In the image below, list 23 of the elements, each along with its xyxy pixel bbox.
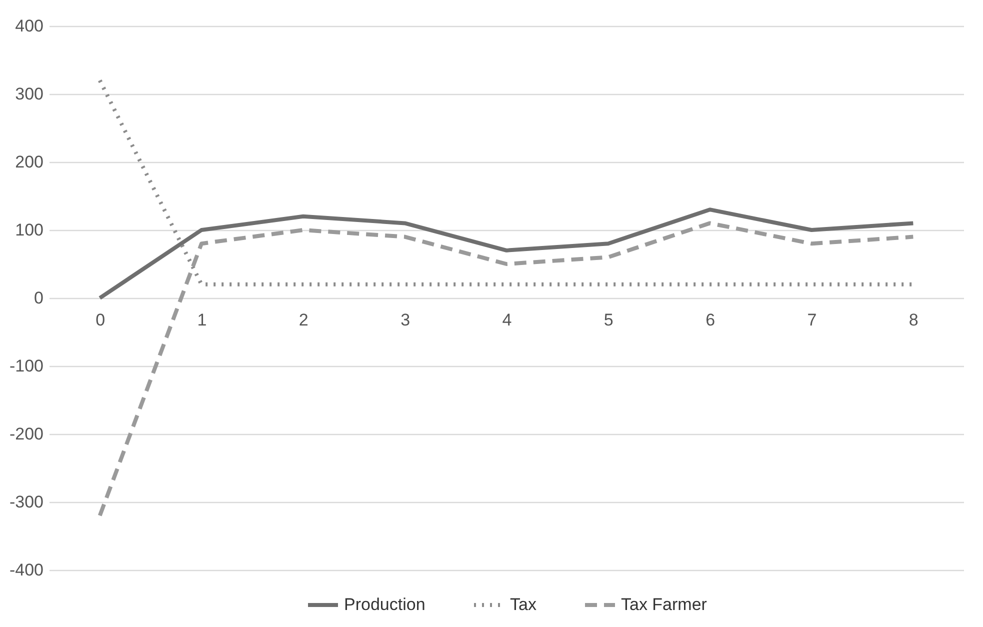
y-tick-label: 300 bbox=[15, 84, 44, 104]
y-tick-label: 100 bbox=[15, 220, 44, 240]
legend-label: Tax bbox=[510, 595, 537, 614]
y-tick-label: 400 bbox=[15, 16, 44, 36]
line-series bbox=[98, 208, 916, 300]
x-tick-label: 7 bbox=[807, 310, 817, 330]
legend-label: Tax Farmer bbox=[621, 595, 708, 614]
x-tick-label: 1 bbox=[197, 310, 207, 330]
y-tick-label: -100 bbox=[9, 356, 44, 376]
x-tick-label: 2 bbox=[298, 310, 308, 330]
y-tick-label: -300 bbox=[9, 492, 44, 512]
y-tick-label: -400 bbox=[9, 560, 44, 580]
x-tick-label: 8 bbox=[908, 310, 918, 330]
x-tick-label: 6 bbox=[706, 310, 716, 330]
y-tick-label: -200 bbox=[9, 424, 44, 444]
x-tick-label: 0 bbox=[96, 310, 106, 330]
x-tick-label: 3 bbox=[400, 310, 410, 330]
y-tick-label: 200 bbox=[15, 152, 44, 172]
x-tick-label: 5 bbox=[604, 310, 614, 330]
x-tick-label: 4 bbox=[502, 310, 512, 330]
y-tick-label: 0 bbox=[34, 288, 44, 308]
legend-label: Production bbox=[344, 595, 426, 614]
line-series bbox=[98, 221, 916, 518]
